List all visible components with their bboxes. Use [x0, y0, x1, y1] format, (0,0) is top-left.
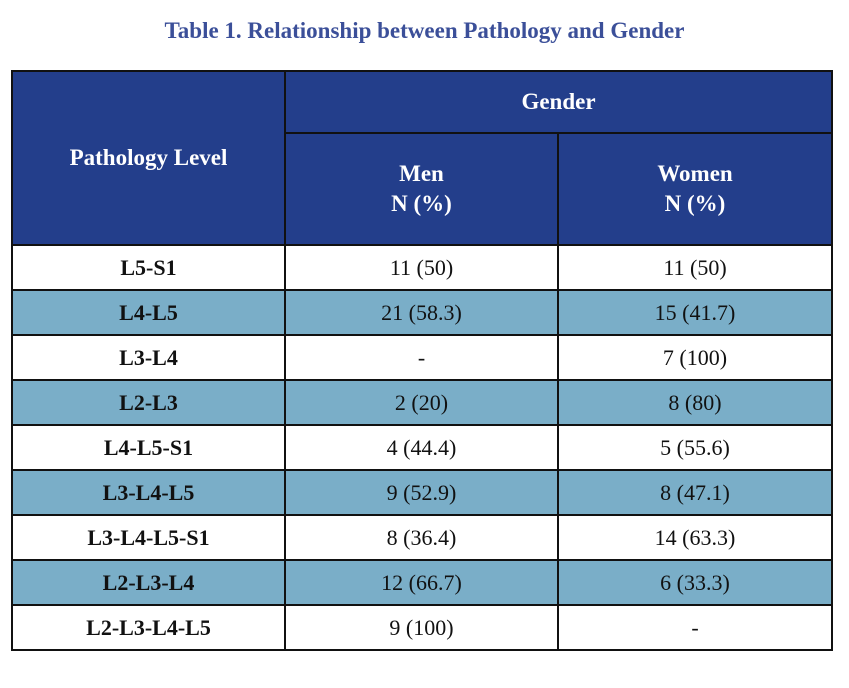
cell-men: 2 (20) [284, 379, 559, 426]
cell-level: L4-L5-S1 [11, 424, 286, 471]
cell-level: L3-L4-L5 [11, 469, 286, 516]
cell-women: 5 (55.6) [556, 424, 834, 471]
cell-level: L2-L3-L4-L5 [11, 604, 286, 651]
table-body: L5-S1 11 (50) 11 (50) L4-L5 21 (58.3) 15… [11, 244, 834, 651]
pathology-gender-table: Pathology Level Gender Men N (%) Women N… [11, 70, 834, 651]
header-women-unit: N (%) [664, 191, 726, 216]
cell-men: - [284, 334, 559, 381]
cell-women: 11 (50) [556, 244, 834, 291]
table-row: L5-S1 11 (50) 11 (50) [11, 244, 834, 291]
cell-women: 14 (63.3) [556, 514, 834, 561]
cell-women: 8 (47.1) [556, 469, 834, 516]
cell-level: L3-L4-L5-S1 [11, 514, 286, 561]
table-row: L3-L4 - 7 (100) [11, 334, 834, 381]
header-gender: Gender [283, 70, 834, 134]
cell-women: - [556, 604, 834, 651]
header-men-label: Men [399, 161, 444, 186]
cell-level: L2-L3-L4 [11, 559, 286, 606]
table-row: L3-L4-L5-S1 8 (36.4) 14 (63.3) [11, 514, 834, 561]
cell-level: L5-S1 [11, 244, 286, 291]
table-caption: Table 1. Relationship between Pathology … [164, 18, 685, 43]
cell-women: 8 (80) [556, 379, 834, 426]
cell-women: 6 (33.3) [556, 559, 834, 606]
header-pathology-level: Pathology Level [11, 70, 286, 246]
cell-men: 12 (66.7) [284, 559, 559, 606]
cell-level: L4-L5 [11, 289, 286, 336]
table-row: L4-L5 21 (58.3) 15 (41.7) [11, 289, 834, 336]
cell-level: L3-L4 [11, 334, 286, 381]
cell-women: 7 (100) [556, 334, 834, 381]
cell-men: 4 (44.4) [284, 424, 559, 471]
table-header: Pathology Level Gender Men N (%) Women N… [11, 70, 834, 246]
cell-women: 15 (41.7) [556, 289, 834, 336]
cell-men: 9 (52.9) [284, 469, 559, 516]
table-row: L2-L3-L4 12 (66.7) 6 (33.3) [11, 559, 834, 606]
cell-men: 21 (58.3) [284, 289, 559, 336]
header-men: Men N (%) [284, 132, 559, 246]
table-row: L2-L3-L4-L5 9 (100) - [11, 604, 834, 651]
cell-men: 11 (50) [284, 244, 559, 291]
cell-men: 9 (100) [284, 604, 559, 651]
header-women: Women N (%) [556, 132, 834, 246]
table-row: L4-L5-S1 4 (44.4) 5 (55.6) [11, 424, 834, 471]
cell-men: 8 (36.4) [284, 514, 559, 561]
table-row: L3-L4-L5 9 (52.9) 8 (47.1) [11, 469, 834, 516]
header-women-label: Women [657, 161, 733, 186]
cell-level: L2-L3 [11, 379, 286, 426]
table-row: L2-L3 2 (20) 8 (80) [11, 379, 834, 426]
header-men-unit: N (%) [391, 191, 452, 216]
